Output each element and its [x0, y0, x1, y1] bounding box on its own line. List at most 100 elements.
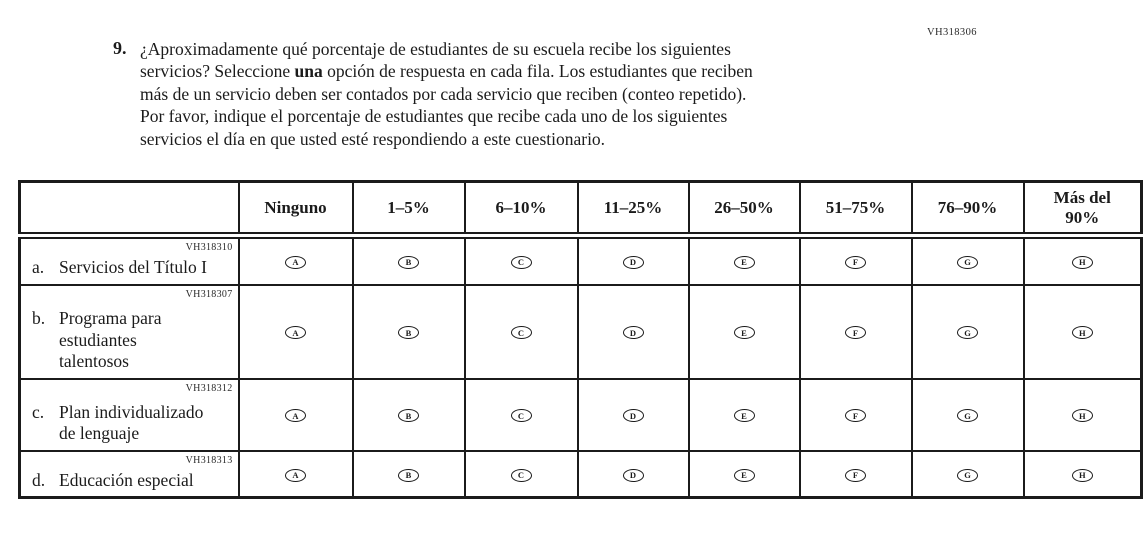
row-label: c. Plan individualizado de lenguaje [32, 402, 234, 445]
row-label-text: Plan individualizado de lenguaje [59, 402, 203, 445]
answer-cell: C [463, 234, 579, 286]
answer-cell: B [351, 283, 466, 380]
bubble-row-b-option-a[interactable]: A [285, 326, 306, 340]
question-text: ¿Aproximadamente qué porcentaje de estud… [140, 38, 753, 150]
answer-cell: A [237, 449, 354, 499]
question-number: 9. [113, 38, 127, 58]
answer-cell: H [1022, 234, 1143, 286]
row-label-cell: VH318313 d. Educación especial [18, 449, 240, 499]
bubble-row-a-option-f[interactable]: F [845, 256, 866, 269]
answer-cell: D [576, 449, 690, 499]
bubble-row-a-option-e[interactable]: E [733, 256, 755, 269]
bubble-row-d-option-e[interactable]: E [733, 468, 755, 482]
answer-cell: H [1022, 377, 1143, 452]
item-code: VH318310 [185, 242, 233, 253]
bubble-row-c-option-f[interactable]: F [845, 409, 866, 423]
row-label-line: Programa para [59, 308, 162, 328]
row-label-line: talentosos [59, 351, 129, 371]
answer-cell: E [687, 449, 801, 499]
bubble-row-c-option-c[interactable]: C [510, 409, 532, 423]
bubble-row-c-option-b[interactable]: B [398, 409, 419, 423]
answer-cell: G [910, 449, 1025, 499]
answer-cell: A [237, 377, 354, 452]
question-line-bold-segment: una [294, 61, 323, 82]
question-line: Por favor, indique el porcentaje de estu… [140, 106, 728, 127]
row-label-text: Educación especial [59, 470, 194, 492]
row-label-line: de lenguaje [59, 423, 140, 443]
bubble-row-b-option-d[interactable]: D [622, 326, 644, 340]
bubble-row-c-option-g[interactable]: G [957, 409, 978, 423]
row-label-text: Servicios del Título I [59, 257, 207, 279]
question-line: más de un servicio deben ser contados po… [140, 83, 747, 104]
bubble-row-d-option-g[interactable]: G [957, 468, 978, 482]
bubble-row-d-option-f[interactable]: F [845, 468, 866, 482]
row-letter: d. [32, 469, 46, 490]
table-row-c: VH318312 c. Plan individualizado de leng… [18, 377, 1143, 452]
answer-cell: F [798, 234, 913, 286]
column-header-label: Más del 90% [1053, 187, 1111, 227]
column-header-ninguno: Ninguno [237, 180, 354, 239]
bubble-row-a-option-a[interactable]: A [285, 256, 306, 269]
answer-cell: A [237, 234, 354, 286]
answer-cell: C [463, 449, 579, 499]
question-block: 9. ¿Aproximadamente qué porcentaje de es… [113, 38, 753, 150]
table-row-a: VH318310 a. Servicios del Título I A B C… [18, 234, 1143, 286]
answer-cell: B [351, 377, 466, 452]
bubble-row-a-option-c[interactable]: C [510, 256, 532, 269]
column-header-26-50: 26–50% [687, 180, 801, 239]
column-header-76-90: 76–90% [910, 180, 1025, 239]
bubble-row-c-option-d[interactable]: D [622, 409, 644, 423]
bubble-row-d-option-d[interactable]: D [622, 468, 644, 482]
answer-cell: D [576, 234, 690, 286]
bubble-row-c-option-a[interactable]: A [285, 409, 306, 423]
bubble-row-b-option-c[interactable]: C [510, 326, 532, 340]
answer-cell: G [910, 377, 1025, 452]
row-label-cell: VH318312 c. Plan individualizado de leng… [18, 377, 240, 452]
bubble-row-d-option-c[interactable]: C [510, 468, 532, 482]
answer-cell: F [798, 449, 913, 499]
bubble-row-b-option-h[interactable]: H [1071, 326, 1093, 340]
row-letter: a. [32, 257, 45, 277]
row-label: d. Educación especial [32, 470, 234, 492]
bubble-row-b-option-b[interactable]: B [398, 326, 419, 340]
answer-cell: G [910, 283, 1025, 380]
row-label-line: Plan individualizado [59, 401, 204, 422]
item-code: VH318313 [185, 454, 233, 466]
question-line-segment: servicios? Seleccione [140, 61, 295, 82]
row-letter: c. [32, 401, 45, 422]
bubble-row-c-option-h[interactable]: H [1071, 409, 1093, 423]
item-code: VH318312 [185, 382, 233, 394]
bubble-row-d-option-b[interactable]: B [398, 468, 419, 482]
bubble-row-a-option-g[interactable]: G [957, 256, 978, 269]
answer-cell: C [463, 377, 579, 452]
table-row-b: VH318307 b. Programa para estudiantes ta… [18, 283, 1143, 380]
item-code: VH318307 [185, 288, 233, 300]
answer-cell: F [798, 283, 913, 380]
bubble-row-b-option-g[interactable]: G [957, 326, 978, 340]
answer-cell: H [1022, 449, 1143, 499]
row-label-cell: VH318310 a. Servicios del Título I [18, 234, 240, 286]
row-label-text: Programa para estudiantes talentosos [59, 308, 162, 373]
bubble-row-c-option-e[interactable]: E [733, 409, 755, 423]
answer-cell: D [576, 377, 690, 452]
column-header-11-25: 11–25% [576, 180, 690, 239]
column-header-6-10: 6–10% [463, 180, 579, 239]
row-label: a. Servicios del Título I [32, 257, 234, 279]
row-label-line: estudiantes [59, 329, 137, 350]
row-label-line: Servicios del Título I [59, 257, 207, 277]
bubble-row-a-option-b[interactable]: B [398, 256, 419, 269]
bubble-row-a-option-d[interactable]: D [622, 256, 644, 269]
row-label: b. Programa para estudiantes talentosos [32, 308, 234, 373]
bubble-row-d-option-a[interactable]: A [285, 468, 306, 482]
answer-cell: E [687, 377, 801, 452]
answer-cell: B [351, 234, 466, 286]
bubble-row-b-option-f[interactable]: F [845, 326, 866, 340]
bubble-row-a-option-h[interactable]: H [1071, 256, 1093, 269]
bubble-row-b-option-e[interactable]: E [733, 326, 755, 340]
bubble-row-d-option-h[interactable]: H [1071, 468, 1093, 482]
answer-cell: G [910, 234, 1025, 286]
answer-cell: D [576, 283, 690, 380]
row-label-cell: VH318307 b. Programa para estudiantes ta… [18, 283, 240, 380]
column-header-1-5: 1–5% [351, 180, 466, 239]
response-matrix-table: Ninguno 1–5% 6–10% 11–25% 26–50% 51–75% … [18, 180, 1143, 499]
